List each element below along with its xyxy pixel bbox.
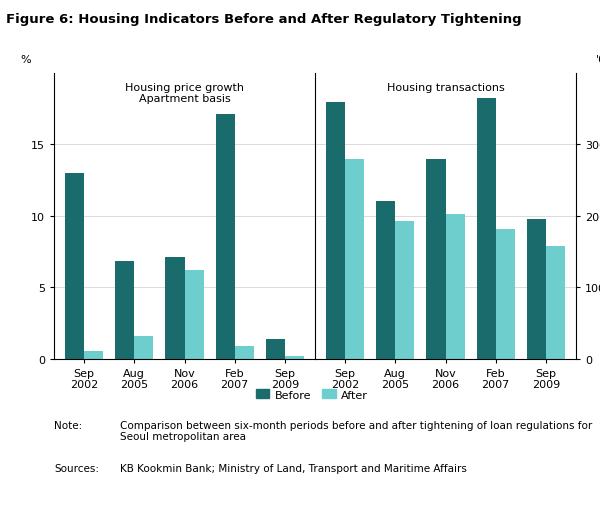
Text: %: %: [20, 55, 31, 65]
Bar: [115, 262, 134, 359]
Bar: [496, 229, 515, 359]
Bar: [285, 356, 304, 359]
Bar: [266, 339, 285, 359]
Text: Housing transactions: Housing transactions: [386, 82, 505, 92]
Legend: Before, After: Before, After: [251, 385, 373, 404]
Text: Figure 6: Housing Indicators Before and After Regulatory Tightening: Figure 6: Housing Indicators Before and …: [6, 13, 521, 25]
Bar: [427, 159, 446, 359]
Bar: [446, 214, 464, 359]
Bar: [166, 258, 185, 359]
Text: Housing price growth
Apartment basis: Housing price growth Apartment basis: [125, 82, 244, 104]
Bar: [546, 246, 565, 359]
Bar: [527, 220, 546, 359]
Bar: [345, 159, 364, 359]
Bar: [185, 270, 203, 359]
Bar: [65, 174, 84, 359]
Text: KB Kookmin Bank; Ministry of Land, Transport and Maritime Affairs: KB Kookmin Bank; Ministry of Land, Trans…: [120, 463, 467, 473]
Text: '000: '000: [596, 55, 600, 65]
Bar: [476, 99, 496, 359]
Bar: [134, 336, 154, 359]
Bar: [326, 102, 345, 359]
Bar: [215, 115, 235, 359]
Bar: [235, 346, 254, 359]
Bar: [84, 352, 103, 359]
Bar: [376, 202, 395, 359]
Text: Comparison between six-month periods before and after tightening of loan regulat: Comparison between six-month periods bef…: [120, 420, 592, 441]
Text: Sources:: Sources:: [54, 463, 99, 473]
Text: Note:: Note:: [54, 420, 82, 430]
Bar: [395, 222, 415, 359]
